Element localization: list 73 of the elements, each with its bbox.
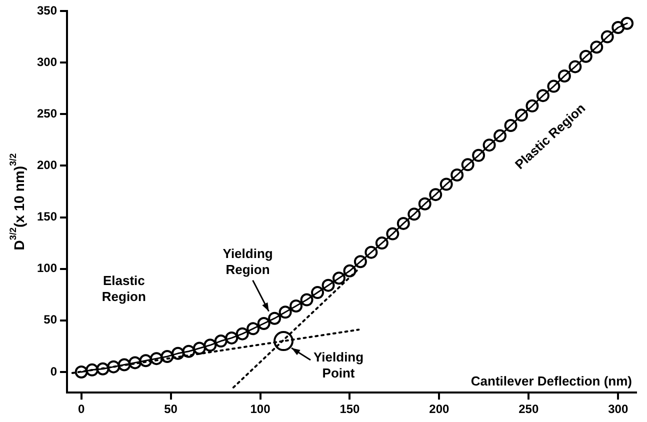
point <box>558 69 571 82</box>
point <box>386 227 400 240</box>
y-tick-label: 350 <box>36 3 58 18</box>
y-tick-label: 50 <box>44 312 58 327</box>
point <box>192 342 206 355</box>
y-tick-label: 0 <box>50 364 58 378</box>
point <box>620 16 634 30</box>
y-tick-label: 250 <box>36 106 58 120</box>
point <box>225 331 238 344</box>
point <box>74 365 88 378</box>
point <box>612 21 625 34</box>
x-tick-label: 0 <box>78 402 85 416</box>
point <box>246 322 260 336</box>
point <box>526 99 539 112</box>
point <box>579 50 592 63</box>
point <box>504 118 518 132</box>
point <box>150 352 163 366</box>
point <box>274 331 294 352</box>
point <box>107 360 120 374</box>
x-axis-title: Cantilever Deflection (nm) <box>470 374 632 389</box>
point <box>418 197 432 210</box>
point <box>514 108 528 122</box>
point <box>440 178 453 191</box>
point <box>160 350 174 364</box>
point <box>86 363 99 376</box>
y-tick-label: 100 <box>36 261 58 276</box>
point <box>590 40 604 54</box>
annotation: Yielding Point <box>313 350 364 381</box>
point <box>182 344 196 358</box>
point <box>128 356 142 370</box>
point <box>375 236 388 250</box>
point <box>354 255 367 268</box>
point <box>139 354 152 368</box>
point <box>300 293 314 306</box>
point <box>482 138 496 152</box>
y-axis-title: D3/2(x 10 nm)3/2 <box>8 153 27 250</box>
point <box>343 264 356 278</box>
point <box>396 216 410 230</box>
annotation: Elastic Region <box>102 273 146 304</box>
point <box>536 89 550 102</box>
x-tick-label: 50 <box>164 402 178 416</box>
point <box>96 362 110 376</box>
x-tick-label: 100 <box>250 402 271 416</box>
point <box>547 80 560 93</box>
y-tick-label: 300 <box>36 54 58 69</box>
point <box>311 286 324 300</box>
point <box>290 299 303 312</box>
x-tick-label: 250 <box>518 402 539 416</box>
point <box>236 327 249 340</box>
annotation: Yielding Region <box>222 246 273 277</box>
point <box>268 312 282 325</box>
point <box>472 148 486 162</box>
point <box>461 158 474 172</box>
point <box>118 358 131 372</box>
point <box>429 188 442 202</box>
x-tick-label: 300 <box>608 402 628 416</box>
point <box>568 60 582 74</box>
point <box>494 129 507 142</box>
point <box>214 334 228 348</box>
y-tick-label: 200 <box>36 158 58 172</box>
y-tick-label: 150 <box>36 210 58 224</box>
point <box>171 346 184 360</box>
point <box>204 338 217 352</box>
point <box>364 246 378 259</box>
point <box>332 272 346 285</box>
point <box>322 278 335 292</box>
point <box>257 317 270 330</box>
point <box>450 168 464 182</box>
point <box>278 306 292 319</box>
point <box>600 30 614 44</box>
x-tick-label: 150 <box>340 402 360 416</box>
x-tick-label: 200 <box>429 402 450 416</box>
point <box>408 208 421 221</box>
